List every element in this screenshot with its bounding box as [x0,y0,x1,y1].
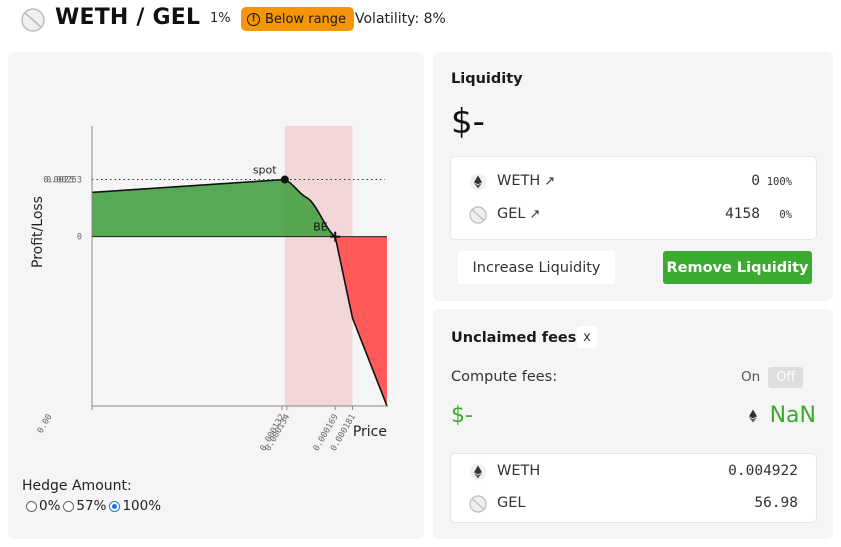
liquidity-token-list: WETH ↗ 0 100% GEL ↗ 4158 0% [450,156,817,240]
unknown-token-icon [21,8,45,32]
fees-token-list: WETH 0.004922 GEL 56.98 [450,453,817,523]
token-amount: 56.98 [754,495,798,511]
close-button[interactable]: x [577,326,597,348]
fees-usd-value: $- [451,403,473,428]
token-amount: 4158 [725,206,760,222]
spot-marker [280,175,289,184]
warning-icon: ! [247,12,260,26]
token-percent: 0% [779,209,792,221]
hedge-option-57[interactable]: 57% [63,498,106,514]
breakeven-marker [330,231,341,242]
token-amount: 0 [751,173,760,189]
volatility-label: Volatility: 8% [355,11,446,27]
external-link-icon[interactable]: ↗ [544,174,556,189]
unclaimed-fees-panel: Unclaimed fees x Compute fees: On Off $-… [433,309,833,539]
token-name: GEL [497,495,526,511]
spot-label: spot [253,164,277,177]
profit-area [92,179,336,237]
list-item: WETH 0.004922 [451,457,816,487]
token-percent: 100% [766,176,792,188]
pnl-chart: 0.0025 0.00253 0 Profit/Loss Price 0.00 0… [30,126,388,453]
compute-fees-toggle[interactable]: On Off [741,365,804,389]
hedge-options: 0% 57% 100% [26,498,164,514]
radio-button[interactable] [26,500,37,512]
list-item: GEL 56.98 [451,489,816,519]
list-item: GEL ↗ 4158 0% [451,200,816,230]
loss-area [335,236,387,406]
status-badge-label: Below range [265,11,347,27]
hedge-option-100[interactable]: 100% [109,498,161,514]
breakeven-label: BE [313,221,328,234]
token-name[interactable]: GEL ↗ [497,206,541,222]
fees-heading: Unclaimed fees [451,330,577,346]
fee-tier: 1% [210,11,231,26]
y-tick-label: 0.00253 [46,176,82,186]
toggle-off-label[interactable]: Off [768,366,804,388]
pnl-curve [91,178,388,407]
pnl-chart-panel: 0.0025 0.00253 0 Profit/Loss Price 0.00 0… [8,52,424,539]
header: WETH / GEL 1% ! Below range Volatility: … [0,0,841,40]
fees-eth-amount: NaN [769,403,816,428]
token-name[interactable]: WETH ↗ [497,173,556,189]
liquidity-heading: Liquidity [451,71,523,87]
token-amount: 0.004922 [728,463,798,479]
hedge-option-label: 0% [39,498,61,514]
compute-fees-label: Compute fees: [451,369,558,385]
radio-button[interactable] [63,500,75,512]
toggle-on-label[interactable]: On [741,369,761,385]
hedge-option-label: 100% [122,498,162,514]
external-link-icon[interactable]: ↗ [529,207,541,222]
unknown-token-icon [469,206,487,224]
increase-liquidity-button[interactable]: Increase Liquidity [458,251,615,284]
hedge-option-0[interactable]: 0% [26,498,60,514]
page-title: WETH / GEL [55,5,201,30]
y-axis-label: Profit/Loss [30,196,46,268]
status-badge: ! Below range [241,7,355,31]
radio-button-selected[interactable] [109,500,121,512]
ethereum-icon [469,463,487,481]
token-name: WETH [497,463,541,479]
x-tick-label: 0.00 [36,413,55,436]
liquidity-panel: Liquidity $- WETH ↗ 0 100% GEL ↗ 4158 0% I… [433,52,833,301]
x-axis-label: Price [353,424,387,440]
liquidity-value: $- [451,102,485,142]
ethereum-icon [744,407,762,424]
y-tick-label: 0.0025 [43,176,74,186]
remove-liquidity-button[interactable]: Remove Liquidity [663,251,812,284]
y-tick-label: 0 [77,233,82,243]
hedge-option-label: 57% [76,498,107,514]
hedge-amount-label: Hedge Amount: [22,478,132,494]
ethereum-icon [469,173,487,191]
fees-eth-value: NaN [744,403,816,428]
list-item: WETH ↗ 0 100% [451,167,816,197]
unknown-token-icon [469,495,487,513]
